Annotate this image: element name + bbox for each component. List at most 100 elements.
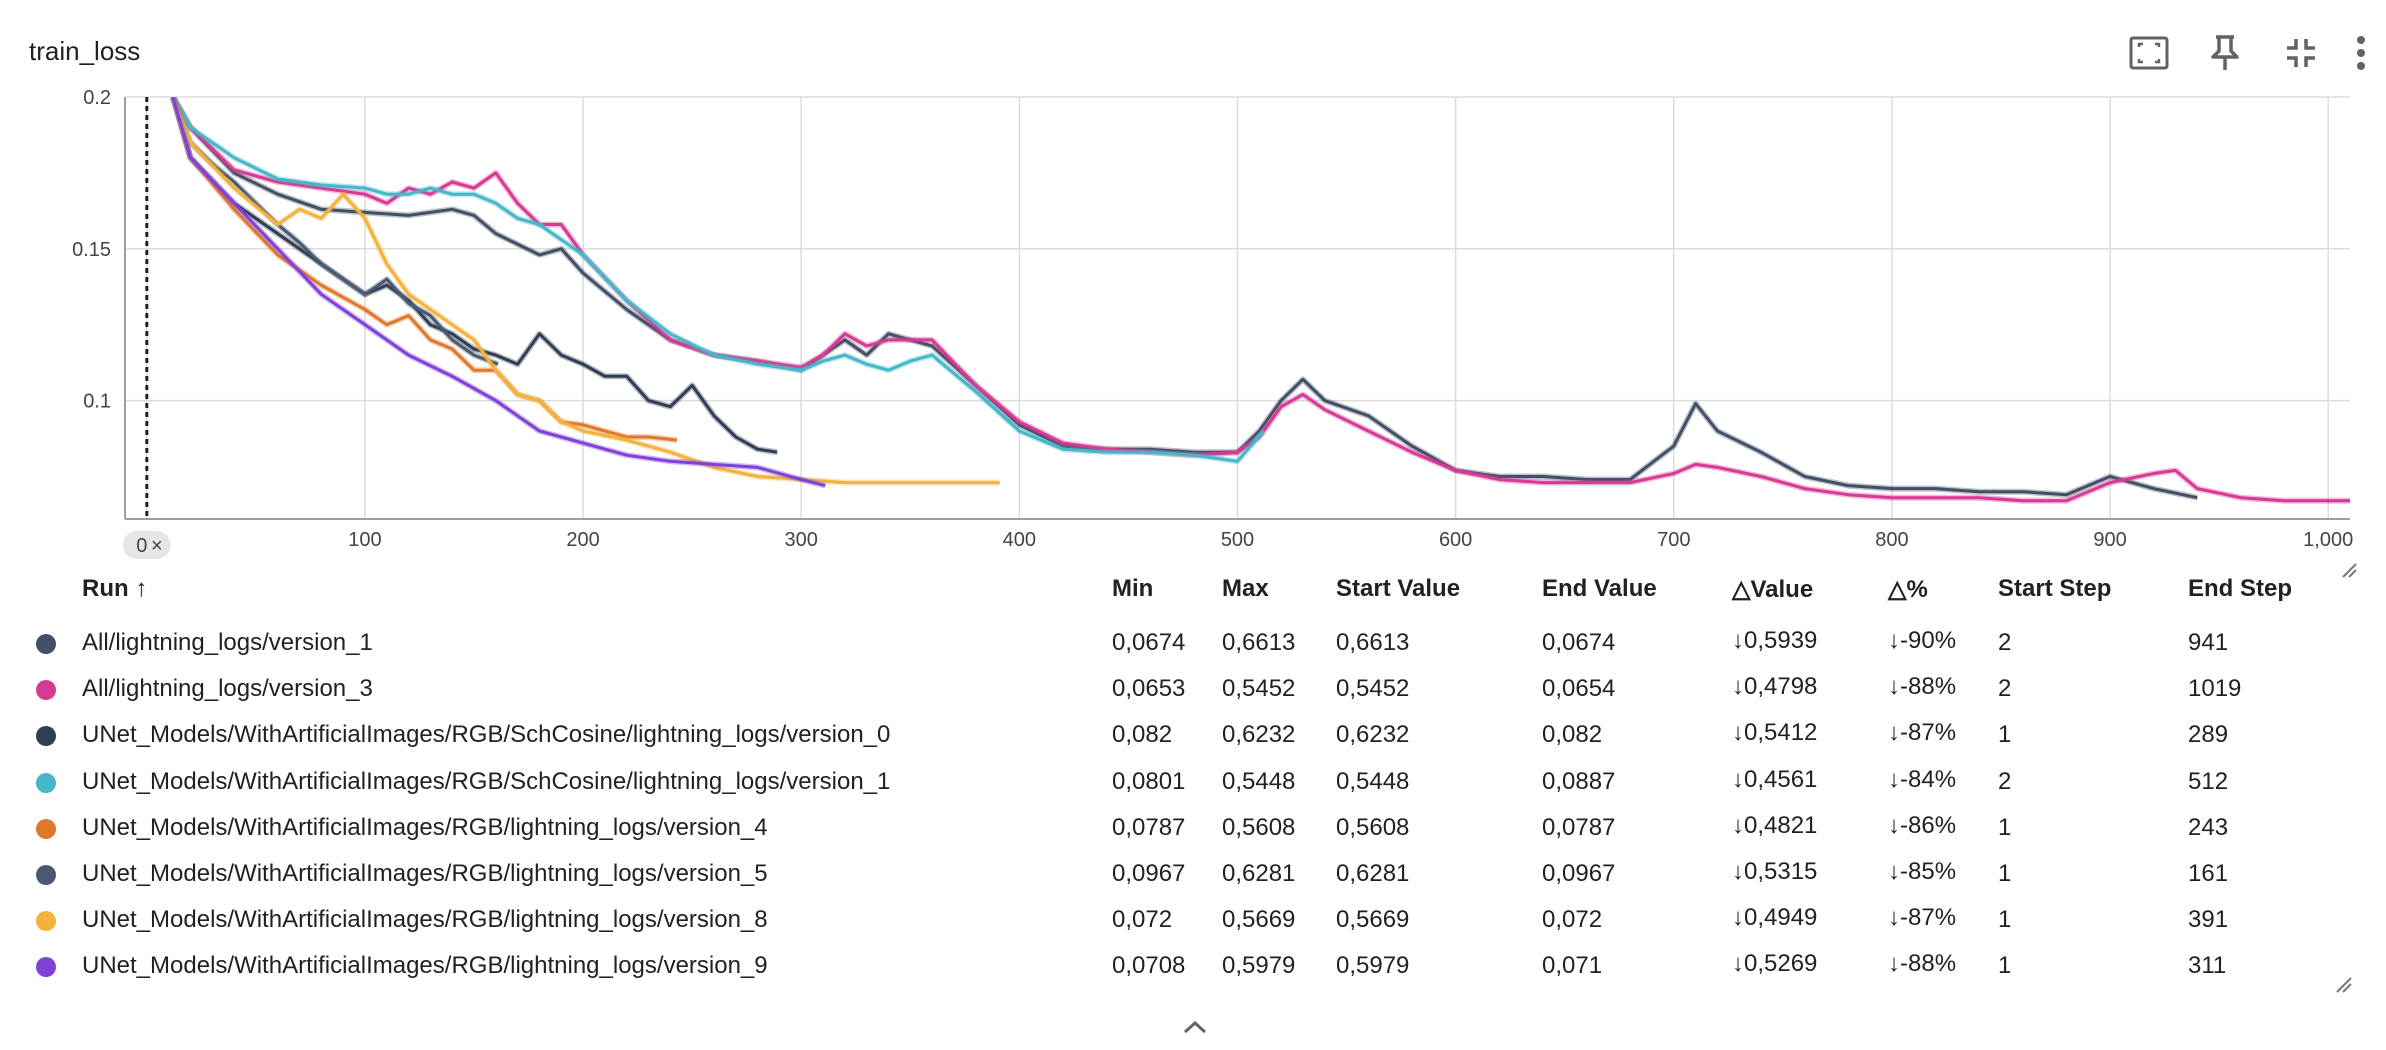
run-name: UNet_Models/WithArtificialImages/RGB/lig… [82,813,768,841]
cell-max: 0,5669 [1222,906,1296,934]
run-color-swatch[interactable] [36,726,56,747]
series-line [171,97,1265,463]
table-row[interactable]: All/lightning_logs/version_3 0,0653 0,5452… [0,666,2386,712]
y-tick-label: 0.15 [72,239,111,261]
run-color-swatch[interactable] [36,634,56,654]
table-row[interactable]: UNet_Models/WithArtificialImages/RGB/lig… [0,851,2386,897]
x-tick-label: 600 [1439,529,1472,551]
cell-min: 0,0967 [1112,860,1186,887]
y-tick-label: 0.2 [83,87,111,109]
column-header[interactable]: Max [1222,575,1269,602]
cell-end: 0,0787 [1542,813,1616,841]
cell-dvalue: ↓0,4798 [1732,673,1818,701]
column-header[interactable]: Run ↑ [82,575,148,602]
cell-start-step: 1 [1998,906,2012,934]
cell-max: 0,5448 [1222,767,1296,795]
chart-title: train_loss [29,36,141,66]
series-smoothing-shadow [170,97,1266,465]
column-header[interactable]: Start Step [1998,575,2112,602]
x-tick-label: 1,000 [2303,529,2353,551]
cell-start: 0,6232 [1336,721,1410,749]
series-smoothing-shadow [170,97,2350,504]
more-options-button[interactable] [2336,28,2386,78]
cell-end-step: 1019 [2188,675,2242,703]
step-cursor[interactable]: 0 × [122,97,171,559]
column-header[interactable]: Min [1112,575,1154,602]
series-line [171,97,678,442]
cell-end: 0,0674 [1542,629,1616,656]
run-color-swatch[interactable] [36,680,56,701]
cell-min: 0,0674 [1112,629,1186,656]
cell-end-step: 391 [2188,906,2229,934]
line-chart[interactable]: 0.1 0.15 0.2 100 200 300 400 500 600 700 800 900 1,… [0,80,2386,580]
step-cursor-chip[interactable] [122,531,171,559]
cell-end: 0,072 [1542,906,1603,934]
cell-end: 0,071 [1542,952,1603,980]
step-cursor-close[interactable]: × [151,535,163,557]
x-tick-label: 200 [566,529,599,551]
cell-dpct: ↓-88% [1888,673,1957,701]
column-header[interactable]: △Value [1732,576,1814,603]
cell-dvalue: ↓0,5412 [1732,719,1818,747]
cell-start: 0,5452 [1336,675,1410,703]
run-name: UNet_Models/WithArtificialImages/RGB/lig… [82,952,768,980]
fit-to-data-button[interactable] [2124,28,2174,78]
cell-max: 0,5608 [1222,813,1296,841]
cell-min: 0,0787 [1112,813,1186,841]
run-color-swatch[interactable] [36,865,56,885]
more-vert-icon [2357,36,2365,70]
x-tick-label: 400 [1003,529,1036,551]
run-color-swatch[interactable] [36,911,56,932]
cell-dpct: ↓-88% [1888,950,1957,978]
run-name: All/lightning_logs/version_1 [82,629,373,656]
table-row[interactable]: UNet_Models/WithArtificialImages/RGB/Sch… [0,759,2386,805]
cell-dvalue: ↓0,4949 [1732,904,1818,932]
collapse-icon [2287,39,2315,67]
cell-start: 0,5608 [1336,813,1410,841]
cell-dvalue: ↓0,5939 [1732,627,1818,654]
table-row[interactable]: UNet_Models/WithArtificialImages/RGB/lig… [0,805,2386,851]
column-header[interactable]: △% [1888,576,1928,603]
cell-start: 0,5448 [1336,767,1410,795]
cell-end: 0,082 [1542,721,1603,749]
cell-dpct: ↓-90% [1888,627,1957,654]
cell-end-step: 512 [2188,767,2229,795]
table-row[interactable]: UNet_Models/WithArtificialImages/RGB/Sch… [0,712,2386,758]
cell-end: 0,0887 [1542,767,1616,795]
column-header[interactable]: End Step [2188,575,2293,602]
run-name: UNet_Models/WithArtificialImages/RGB/Sch… [82,721,891,749]
run-color-swatch[interactable] [36,772,56,793]
cell-end-step: 243 [2188,813,2229,841]
run-color-swatch[interactable] [36,818,56,839]
collapse-button[interactable] [2276,28,2326,78]
series-line [171,97,499,366]
step-cursor-label: 0 [136,535,147,557]
expand-button[interactable] [1174,1012,1216,1042]
cell-dvalue: ↓0,4561 [1732,765,1818,793]
cell-dpct: ↓-85% [1888,858,1957,885]
cell-start: 0,6281 [1336,860,1410,887]
cell-max: 0,5452 [1222,675,1296,703]
table-row[interactable]: All/lightning_logs/version_1 0,0674 0,6613… [0,620,2386,666]
chart-resize-handle[interactable] [2342,563,2357,578]
table-resize-handle[interactable] [2334,975,2354,1000]
cell-start: 0,6613 [1336,629,1410,656]
series-lines [170,97,2350,504]
series-smoothing-shadow [170,97,778,456]
pin-button[interactable] [2200,28,2250,78]
table-row[interactable]: UNet_Models/WithArtificialImages/RGB/lig… [0,897,2386,943]
series-line [171,97,778,454]
table-row[interactable]: UNet_Models/WithArtificialImages/RGB/lig… [0,943,2386,989]
run-name: UNet_Models/WithArtificialImages/RGB/lig… [82,906,768,934]
series-line [171,97,2350,503]
run-color-swatch[interactable] [36,957,56,978]
cell-max: 0,6613 [1222,629,1296,656]
column-header[interactable]: End Value [1542,575,1657,602]
cell-start-step: 1 [1998,952,2012,980]
column-header[interactable]: Start Value [1336,575,1461,602]
cell-start: 0,5669 [1336,906,1410,934]
cell-end: 0,0654 [1542,675,1616,703]
cell-start-step: 2 [1998,629,2012,656]
cell-start-step: 1 [1998,721,2012,749]
